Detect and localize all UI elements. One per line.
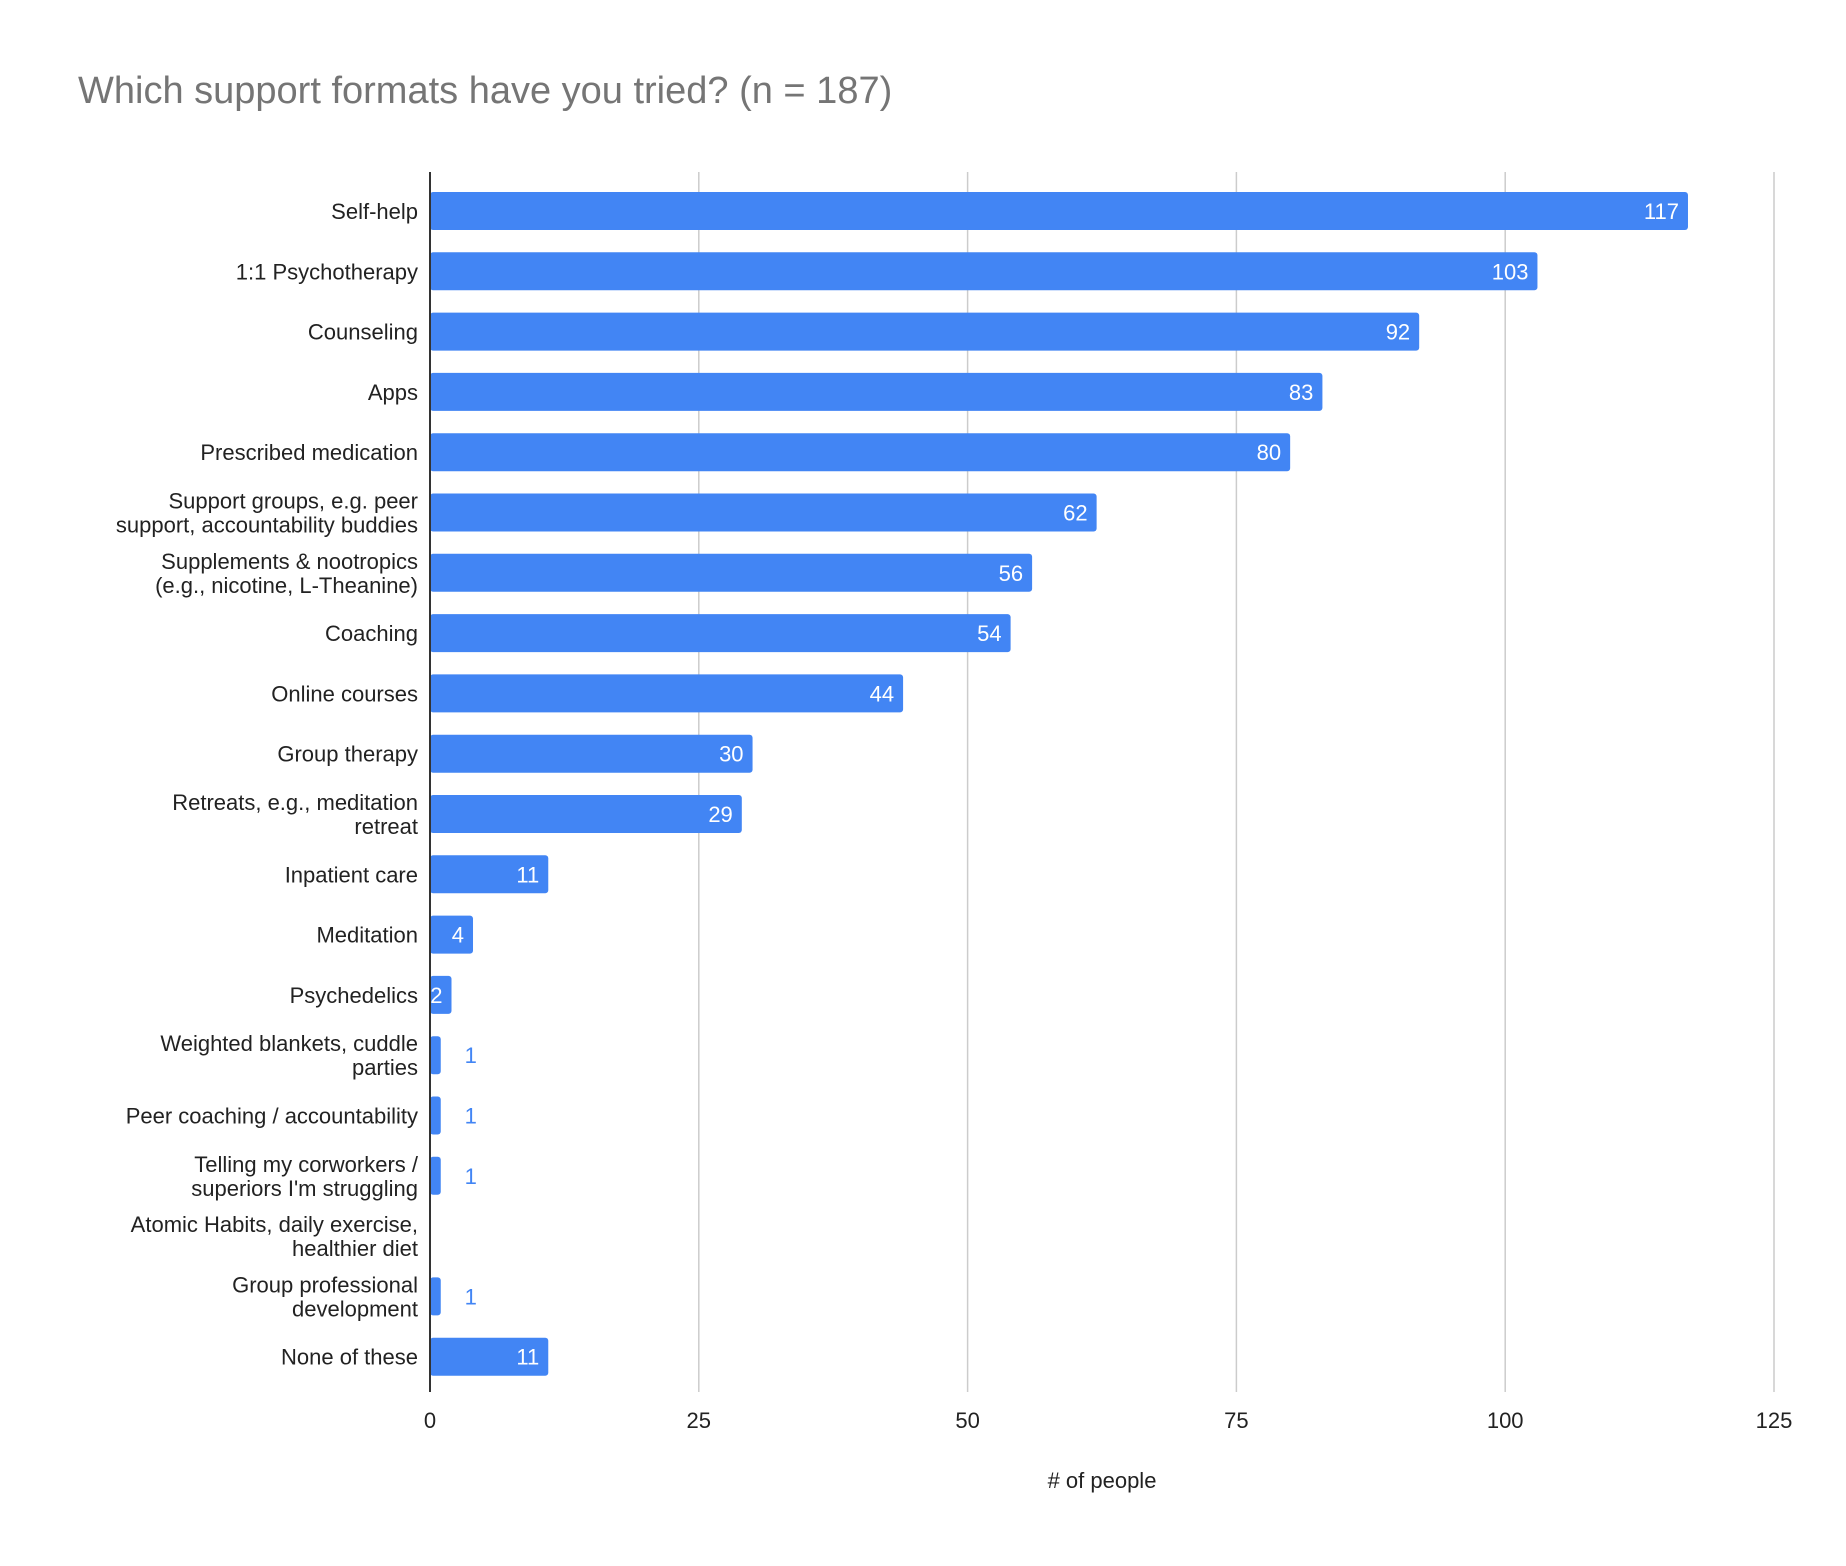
- bar: [430, 734, 753, 773]
- chart-title: Which support formats have you tried? (n…: [78, 70, 893, 112]
- category-label: None of these: [281, 1345, 418, 1370]
- data-label: 83: [1289, 380, 1313, 405]
- category-label: Online courses: [271, 681, 418, 706]
- data-label: 4: [452, 923, 464, 948]
- x-tick-label: 75: [1224, 1408, 1248, 1433]
- x-tick-label: 25: [687, 1408, 711, 1433]
- bar: [430, 433, 1291, 472]
- bar: [430, 1096, 441, 1135]
- data-label: 30: [719, 742, 743, 767]
- data-label: 29: [708, 802, 732, 827]
- x-tick-label: 50: [955, 1408, 979, 1433]
- category-label: Group professional development: [232, 1272, 418, 1321]
- bar: [430, 1277, 441, 1316]
- category-label: Atomic Habits, daily exercise, healthier …: [131, 1212, 418, 1261]
- bar: [430, 372, 1323, 411]
- bar: [430, 614, 1011, 653]
- category-label: Support groups, e.g. peer support, accoun…: [116, 489, 418, 538]
- category-label: Group therapy: [277, 742, 418, 767]
- data-label: 11: [516, 1345, 539, 1370]
- bar: [430, 855, 549, 894]
- data-label: 1: [465, 1104, 477, 1129]
- category-label: Meditation: [316, 923, 418, 948]
- bar: [430, 1156, 441, 1195]
- category-label: Telling my corworkers / superiors I'm str…: [191, 1152, 419, 1201]
- bar: [430, 312, 1420, 351]
- category-label: Apps: [368, 380, 418, 405]
- bar: [430, 192, 1688, 230]
- category-label: Counseling: [308, 320, 418, 345]
- bar: [430, 975, 452, 1014]
- data-label: 117: [1644, 199, 1679, 224]
- data-label: 1: [465, 1164, 477, 1189]
- bar: [430, 795, 742, 833]
- bar: [430, 1036, 441, 1075]
- data-label: 103: [1492, 259, 1529, 284]
- bar: [430, 1337, 549, 1376]
- data-label: 54: [977, 621, 1001, 646]
- category-label: Psychedelics: [290, 983, 418, 1008]
- category-label: Weighted blankets, cuddle parties: [160, 1031, 418, 1080]
- category-label: 1:1 Psychotherapy: [236, 259, 418, 284]
- data-label: 11: [516, 862, 539, 887]
- data-label: 62: [1063, 501, 1087, 526]
- bar: [430, 493, 1097, 532]
- category-label: Coaching: [325, 621, 418, 646]
- category-label: Inpatient care: [285, 862, 418, 887]
- bar: [430, 915, 474, 954]
- bar: [430, 553, 1033, 592]
- data-label: 92: [1386, 320, 1410, 345]
- category-label: Supplements & nootropics (e.g., nicotine,…: [155, 549, 418, 598]
- x-tick-label: 125: [1756, 1408, 1793, 1433]
- data-label: 56: [999, 561, 1023, 586]
- category-label: Retreats, e.g., meditation retreat: [172, 790, 418, 839]
- category-label: Prescribed medication: [200, 440, 418, 465]
- category-label: Peer coaching / accountability: [126, 1104, 418, 1129]
- x-tick-label: 0: [424, 1408, 436, 1433]
- bar: [430, 252, 1538, 291]
- x-tick-label: 100: [1487, 1408, 1524, 1433]
- data-label: 44: [870, 681, 894, 706]
- category-label: Self-help: [331, 199, 418, 224]
- data-label: 1: [465, 1043, 477, 1068]
- bar: [430, 674, 904, 713]
- data-label: 2: [430, 983, 442, 1008]
- x-axis-title: # of people: [1048, 1468, 1157, 1493]
- data-label: 80: [1257, 440, 1281, 465]
- data-label: 1: [465, 1284, 477, 1309]
